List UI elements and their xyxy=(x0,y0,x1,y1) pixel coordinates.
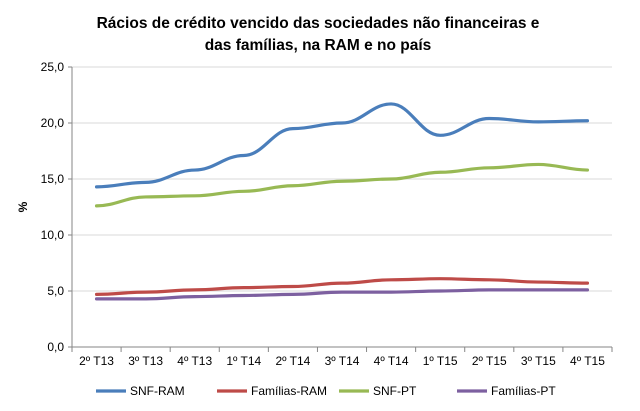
x-tick-label: 1º T14 xyxy=(226,354,261,368)
legend-label: Famílias-RAM xyxy=(251,384,327,398)
series-lines xyxy=(94,102,590,301)
y-axis-title: % xyxy=(16,201,30,212)
y-tick-label: 10,0 xyxy=(41,228,65,242)
series-famílias-ram xyxy=(94,277,590,296)
chart-title-line: das famílias, na RAM e no país xyxy=(205,37,432,54)
x-tick-label: 4º T15 xyxy=(570,354,605,368)
axes xyxy=(71,67,613,352)
y-tick-labels: 0,0 5,0 10,0 15,0 20,0 25,0 xyxy=(41,60,65,354)
legend-label: Famílias-PT xyxy=(491,384,556,398)
chart-title: Rácios de crédito vencido das sociedades… xyxy=(97,15,540,54)
x-tick-label: 4º T13 xyxy=(177,354,212,368)
series-famílias-pt xyxy=(94,288,590,301)
y-tick-label: 15,0 xyxy=(41,172,65,186)
y-tick-label: 0,0 xyxy=(47,340,64,354)
x-tick-label: 2º T13 xyxy=(79,354,114,368)
legend-item: SNF-RAM xyxy=(96,384,185,398)
x-tick-label: 4º T14 xyxy=(374,354,409,368)
y-axis-title-text: % xyxy=(16,201,30,212)
x-tick-labels: 2º T13 3º T13 4º T13 1º T14 2º T14 3º T14 4º T… xyxy=(79,354,605,368)
legend-item: Famílias-PT xyxy=(457,384,556,398)
legend-item: Famílias-RAM xyxy=(217,384,327,398)
y-tick-label: 25,0 xyxy=(41,60,65,74)
x-tick-label: 2º T15 xyxy=(472,354,507,368)
grid-lines xyxy=(68,66,612,348)
series-snf-pt xyxy=(94,162,590,208)
legend-item: SNF-PT xyxy=(339,384,417,398)
x-tick-label: 3º T15 xyxy=(521,354,556,368)
x-tick-label: 3º T14 xyxy=(325,354,360,368)
series-line xyxy=(94,162,590,208)
x-tick-label: 3º T13 xyxy=(128,354,163,368)
chart-title-line: Rácios de crédito vencido das sociedades… xyxy=(97,15,540,32)
x-tick-label: 1º T15 xyxy=(423,354,458,368)
legend-label: SNF-RAM xyxy=(130,384,185,398)
y-tick-label: 20,0 xyxy=(41,116,65,130)
x-tick-label: 2º T14 xyxy=(275,354,310,368)
y-tick-label: 5,0 xyxy=(47,284,64,298)
series-line xyxy=(94,102,590,189)
legend: SNF-RAM Famílias-RAM SNF-PT Famílias-PT xyxy=(96,384,556,398)
legend-label: SNF-PT xyxy=(373,384,417,398)
series-snf-ram xyxy=(94,102,590,189)
